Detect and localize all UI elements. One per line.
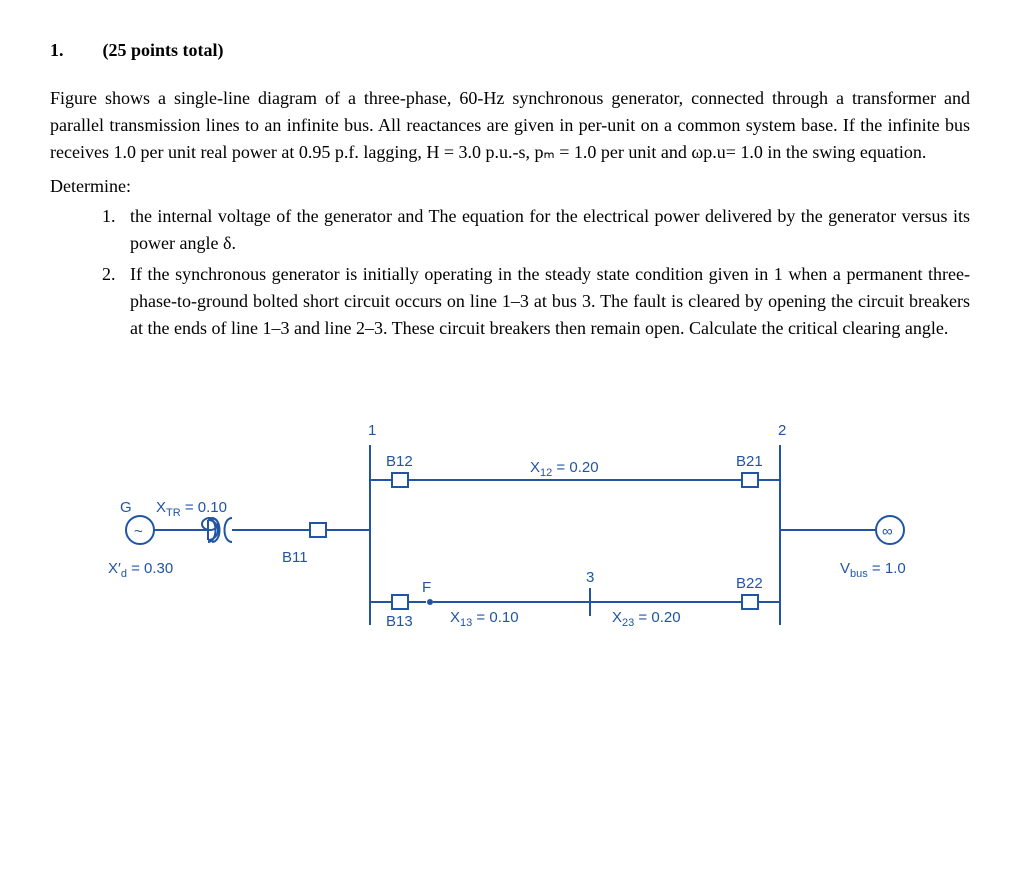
generator-label: G: [120, 499, 132, 516]
infinite-bus-vlabel: Vbus = 1.0: [840, 560, 906, 580]
problem-points: (25 points total): [103, 40, 224, 60]
breaker-b12-label: B12: [386, 453, 413, 470]
breaker-b13: [392, 595, 408, 609]
breaker-b11: [310, 523, 326, 537]
transformer-label: XTR = 0.10: [156, 499, 227, 519]
line-x23-label: X23 = 0.20: [612, 609, 681, 629]
sublist-num-2: 2.: [102, 261, 130, 342]
breaker-b12: [392, 473, 408, 487]
transformer-arc-r: [225, 518, 233, 542]
sublist-num-1: 1.: [102, 203, 130, 257]
generator-xd: X′d = 0.30: [108, 560, 173, 580]
breaker-b21: [742, 473, 758, 487]
breaker-b22-label: B22: [736, 575, 763, 592]
bus-1-label: 1: [368, 422, 376, 439]
problem-header: 1. (25 points total): [50, 40, 970, 61]
bus-3-label: 3: [586, 569, 594, 586]
line-x13-label: X13 = 0.10: [450, 609, 519, 629]
single-line-diagram: 1 2 ~ G X′d = 0.30 XTR = 0.10 B11 B12 X: [50, 390, 970, 690]
breaker-b13-label: B13: [386, 613, 413, 630]
sublist-item-2: 2. If the synchronous generator is initi…: [102, 261, 970, 342]
generator-tilde: ~: [134, 523, 143, 540]
fault-point: [427, 599, 433, 605]
sublist-body-2: If the synchronous generator is initiall…: [130, 261, 970, 342]
breaker-b11-label: B11: [282, 549, 308, 566]
sublist-item-1: 1. the internal voltage of the generator…: [102, 203, 970, 257]
diagram-svg: 1 2 ~ G X′d = 0.30 XTR = 0.10 B11 B12 X: [60, 390, 960, 690]
problem-paragraph: Figure shows a single-line diagram of a …: [50, 85, 970, 166]
sublist: 1. the internal voltage of the generator…: [102, 203, 970, 342]
breaker-b22: [742, 595, 758, 609]
breaker-b21-label: B21: [736, 453, 763, 470]
determine-label: Determine:: [50, 176, 970, 197]
problem-number: 1.: [50, 40, 98, 61]
infinite-bus-glyph: ∞: [882, 523, 893, 540]
line-x12-label: X12 = 0.20: [530, 459, 599, 479]
bus-2-label: 2: [778, 422, 786, 439]
sublist-body-1: the internal voltage of the generator an…: [130, 203, 970, 257]
fault-label: F: [422, 579, 431, 596]
